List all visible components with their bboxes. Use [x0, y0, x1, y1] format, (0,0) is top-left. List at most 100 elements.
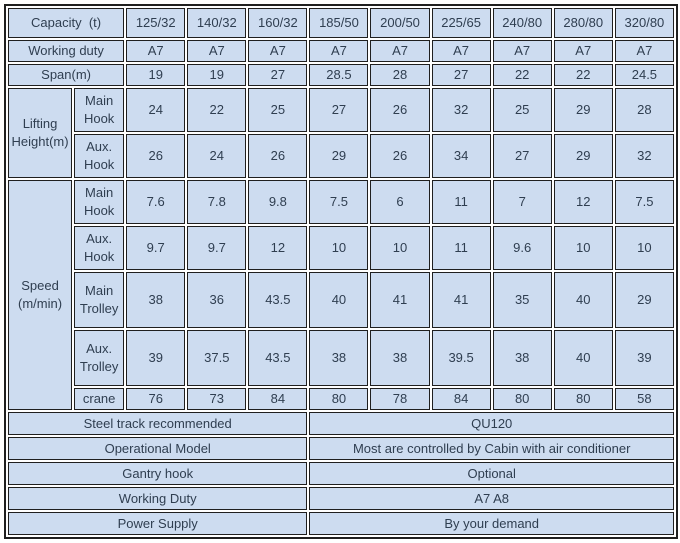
table-row-speed-aux-trolley: Aux. Trolley 39 37.5 43.5 38 38 39.5 38 … — [8, 330, 674, 386]
value-cell: 7.8 — [187, 180, 247, 224]
value-cell: 38 — [309, 330, 369, 386]
value-cell: 22 — [492, 64, 552, 86]
footer-value-cell: Most are controlled by Cabin with air co… — [309, 437, 674, 460]
value-cell: 22 — [553, 64, 613, 86]
value-cell: 78 — [370, 388, 430, 410]
sub-label-cell: crane — [74, 388, 125, 410]
value-cell: 24 — [126, 88, 186, 132]
value-cell: 38 — [126, 272, 186, 328]
value-cell: 40 — [309, 272, 369, 328]
value-cell: 27 — [492, 134, 552, 178]
value-cell: 11 — [431, 226, 491, 270]
table-row-lifting-main-hook: Lifting Height(m) Main Hook 24 22 25 27 … — [8, 88, 674, 178]
table-row-working-duty: Working duty A7 A7 A7 A7 A7 A7 A7 A7 A7 — [8, 40, 674, 62]
value-cell: 84 — [431, 388, 491, 410]
value-cell: 26 — [370, 88, 430, 132]
value-cell: 39.5 — [431, 330, 491, 386]
model-header-cell: 185/50 — [309, 8, 369, 38]
value-cell: 7.5 — [309, 180, 369, 224]
value-cell: 27 — [248, 64, 308, 86]
value-cell: 80 — [309, 388, 369, 410]
value-cell: A7 — [309, 40, 369, 62]
footer-label-cell: Power Supply — [8, 512, 308, 535]
value-cell: A7 — [553, 40, 613, 62]
table-row-lifting-aux-hook: Aux. Hook 26 24 26 29 26 34 27 29 32 — [8, 134, 674, 178]
model-header-cell: 225/65 — [431, 8, 491, 38]
table-row-operational-model: Operational Model Most are controlled by… — [8, 437, 674, 460]
value-cell: 80 — [492, 388, 552, 410]
value-cell: 36 — [187, 272, 247, 328]
group-label-cell: Speed (m/min) — [8, 180, 73, 410]
sub-label-cell: Aux. Trolley — [74, 330, 125, 386]
table-row-speed-crane: crane 76 73 84 80 78 84 80 80 58 — [8, 388, 674, 410]
model-header-cell: 320/80 — [614, 8, 674, 38]
table-row-speed-main-trolley: Main Trolley 38 36 43.5 40 41 41 35 40 2… — [8, 272, 674, 328]
table-row-steel-track: Steel track recommended QU120 — [8, 412, 674, 435]
value-cell: 25 — [492, 88, 552, 132]
table-row-span: Span(m) 19 19 27 28.5 28 27 22 22 24.5 — [8, 64, 674, 86]
model-header-cell: 160/32 — [248, 8, 308, 38]
value-cell: 10 — [309, 226, 369, 270]
footer-label-cell: Operational Model — [8, 437, 308, 460]
value-cell: 10 — [553, 226, 613, 270]
value-cell: 35 — [492, 272, 552, 328]
table-row-power-supply: Power Supply By your demand — [8, 512, 674, 535]
value-cell: A7 — [187, 40, 247, 62]
value-cell: 26 — [126, 134, 186, 178]
sub-label-cell: Aux. Hook — [74, 226, 125, 270]
value-cell: A7 — [248, 40, 308, 62]
footer-value-cell: A7 A8 — [309, 487, 674, 510]
value-cell: 9.7 — [187, 226, 247, 270]
model-header-cell: 200/50 — [370, 8, 430, 38]
footer-value-cell: QU120 — [309, 412, 674, 435]
value-cell: 29 — [553, 134, 613, 178]
value-cell: 25 — [248, 88, 308, 132]
value-cell: 9.8 — [248, 180, 308, 224]
value-cell: 10 — [370, 226, 430, 270]
sub-label-cell: Main Trolley — [74, 272, 125, 328]
value-cell: 19 — [126, 64, 186, 86]
value-cell: 39 — [126, 330, 186, 386]
value-cell: 28 — [370, 64, 430, 86]
footer-label-cell: Gantry hook — [8, 462, 308, 485]
value-cell: 39 — [614, 330, 674, 386]
value-cell: 41 — [431, 272, 491, 328]
sub-label-cell: Main Hook — [74, 180, 125, 224]
table-row-speed-main-hook: Speed (m/min) Main Hook 7.6 7.8 9.8 7.5 … — [8, 180, 674, 410]
row-label-cell: Span(m) — [8, 64, 125, 86]
group-label-cell: Lifting Height(m) — [8, 88, 73, 178]
table-row-capacity: Capacity (t) 125/32 140/32 160/32 185/50… — [8, 8, 674, 38]
value-cell: 76 — [126, 388, 186, 410]
value-cell: 43.5 — [248, 272, 308, 328]
value-cell: 40 — [553, 330, 613, 386]
value-cell: 12 — [553, 180, 613, 224]
footer-label-cell: Working Duty — [8, 487, 308, 510]
sub-label-cell: Aux. Hook — [74, 134, 125, 178]
footer-value-cell: Optional — [309, 462, 674, 485]
value-cell: 38 — [370, 330, 430, 386]
row-label-cell: Working duty — [8, 40, 125, 62]
value-cell: 32 — [431, 88, 491, 132]
model-header-cell: 125/32 — [126, 8, 186, 38]
value-cell: 58 — [614, 388, 674, 410]
value-cell: 84 — [248, 388, 308, 410]
footer-value-cell: By your demand — [309, 512, 674, 535]
capacity-header-cell: Capacity (t) — [8, 8, 125, 38]
value-cell: 27 — [431, 64, 491, 86]
value-cell: A7 — [370, 40, 430, 62]
value-cell: 12 — [248, 226, 308, 270]
table-row-working-duty-footer: Working Duty A7 A8 — [8, 487, 674, 510]
model-header-cell: 240/80 — [492, 8, 552, 38]
value-cell: 40 — [553, 272, 613, 328]
value-cell: 10 — [614, 226, 674, 270]
value-cell: 43.5 — [248, 330, 308, 386]
table-row-gantry-hook: Gantry hook Optional — [8, 462, 674, 485]
value-cell: 19 — [187, 64, 247, 86]
value-cell: 32 — [614, 134, 674, 178]
value-cell: 37.5 — [187, 330, 247, 386]
table-row-speed-aux-hook: Aux. Hook 9.7 9.7 12 10 10 11 9.6 10 10 — [8, 226, 674, 270]
value-cell: 26 — [370, 134, 430, 178]
value-cell: 7 — [492, 180, 552, 224]
crane-spec-table: Capacity (t) 125/32 140/32 160/32 185/50… — [4, 4, 678, 539]
value-cell: 29 — [614, 272, 674, 328]
